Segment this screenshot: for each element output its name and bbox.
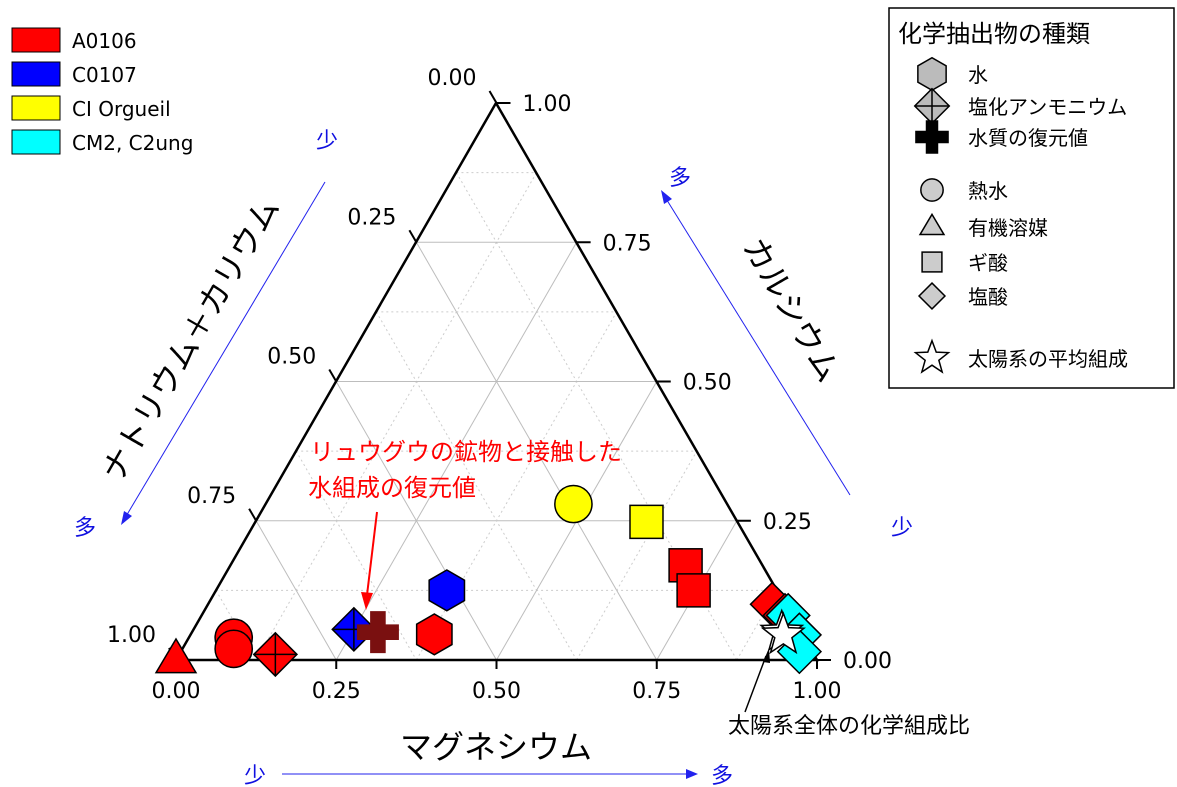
type-legend-label: 水質の復元値 (968, 126, 1088, 150)
grid-line-na (255, 520, 337, 661)
data-point-square (629, 504, 664, 540)
ryugu-annotation-line2: 水組成の復元値 (308, 474, 476, 502)
left-dir-low: 少 (316, 129, 338, 154)
type-legend-item: 太陽系の平均組成 (913, 338, 1128, 374)
bottom-dir-high: 多 (711, 764, 733, 787)
grid-line-na (375, 311, 578, 661)
type-legend-item: 水 (917, 56, 988, 92)
data-point-diamond-cross (252, 631, 299, 678)
grid-line-na (456, 172, 738, 661)
data-points (154, 484, 823, 678)
type-legend-item: 塩化アンモニウム (913, 87, 1127, 125)
right-axis-title: カルシウム (735, 231, 848, 389)
solar-annotation: 太陽系全体の化学組成比 (728, 714, 970, 739)
grid-line-mg (576, 450, 698, 661)
sample-legend-swatch (11, 95, 61, 121)
bottom-tick-label: 0.25 (312, 679, 361, 704)
left-tick (248, 508, 257, 522)
right-tick-label: 1.00 (523, 92, 572, 117)
type-legend-item: 熱水 (920, 178, 1008, 203)
ryugu-annotation-arrow (361, 511, 378, 610)
type-legend-item: 水質の復元値 (915, 120, 1088, 154)
data-point-circle (214, 629, 254, 669)
sample-legend-label: C0107 (72, 63, 137, 87)
ryugu-annotation-line1: リュウグウの鉱物と接触した (310, 438, 622, 466)
right-tick-label: 0.75 (603, 231, 652, 256)
solar-annotation-arrow (744, 648, 770, 713)
right-tick-label: 0.25 (763, 510, 812, 535)
bottom-axis-title: マグネシウム (400, 728, 592, 766)
left-tick (408, 229, 418, 243)
data-point-square (676, 573, 711, 608)
sample-legend-label: CM2, C2ung (72, 131, 193, 155)
right-tick-label: 0.50 (683, 371, 732, 396)
type-legend-label: 塩酸 (968, 285, 1008, 309)
data-point-triangle (154, 637, 198, 674)
right-tick-label: 0.00 (843, 649, 892, 674)
left-tick-label: 0.75 (187, 484, 236, 509)
bottom-tick-label: 0.50 (472, 679, 521, 704)
type-legend-item: 塩酸 (917, 281, 1008, 311)
grid-line-na (335, 381, 497, 661)
bottom-tick-label: 0.00 (152, 679, 201, 704)
bottom-tick-label: 1.00 (793, 679, 842, 704)
data-point-hexagon (415, 613, 453, 656)
left-tick (328, 368, 338, 383)
type-legend-item: 有機溶媒 (918, 212, 1048, 240)
type-legend-title: 化学抽出物の種類 (898, 20, 1090, 48)
type-legend-label: 有機溶媒 (968, 216, 1048, 240)
right-dir-high: 多 (669, 166, 691, 191)
ternary-tick-labels: 0.00 0.00 0.00 0.25 0.25 0.25 0.50 0.50 0.50 0.75… (107, 66, 892, 704)
sample-legend-label: A0106 (72, 29, 137, 53)
data-point-circle (554, 484, 593, 524)
sample-legend-swatch (11, 27, 61, 53)
type-legend-label: 熱水 (968, 179, 1008, 203)
left-tick-label: 0.00 (428, 66, 477, 91)
data-point-hexagon (428, 569, 466, 612)
data-point-plus (356, 611, 399, 654)
bottom-tick-label: 0.75 (632, 679, 681, 704)
type-legend-label: 塩化アンモニウム (968, 95, 1127, 119)
sample-legend-label: CI Orgueil (72, 97, 171, 121)
left-tick-label: 0.25 (347, 205, 396, 230)
bottom-dir-low: 少 (244, 764, 266, 787)
type-legend-label: 水 (968, 63, 988, 87)
ternary-ticks (168, 90, 831, 669)
type-legend-label: ギ酸 (968, 251, 1008, 275)
data-point-star (760, 611, 806, 655)
right-dir-low: 少 (891, 516, 913, 541)
left-dir-high: 多 (74, 516, 96, 541)
type-legend-label: 太陽系の平均組成 (968, 347, 1128, 371)
left-tick-label: 1.00 (107, 623, 156, 648)
sample-legend-swatch (11, 129, 61, 155)
sample-legend-swatch (11, 61, 61, 87)
left-axis-title: ナトリウム＋カリウム (94, 191, 287, 487)
type-legend-item: ギ酸 (921, 251, 1008, 275)
direction-arrows (121, 181, 851, 779)
left-tick (488, 90, 498, 104)
sample-legend: A0106 C0107 CI Orgueil CM2, C2ung (11, 27, 193, 155)
left-tick-label: 0.50 (267, 345, 316, 370)
grid-line-mg (255, 172, 537, 661)
